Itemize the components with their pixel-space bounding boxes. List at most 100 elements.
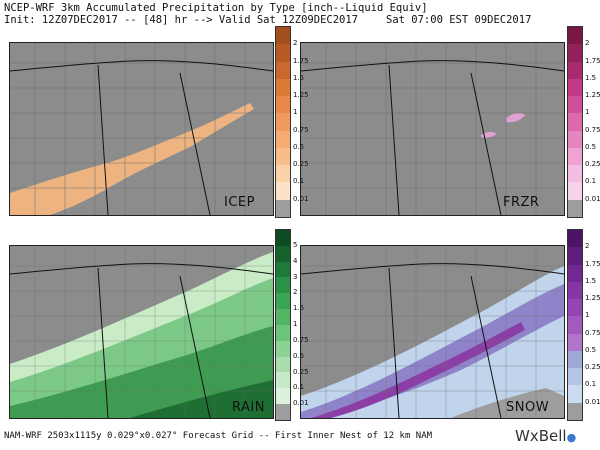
snow-colorbar-swatch: [568, 368, 582, 386]
snow-light: [301, 266, 564, 418]
frzr-colorbar-swatch: [568, 44, 582, 62]
rain-colorbar-swatch: [276, 356, 290, 373]
snow-colorbar-swatch: [568, 385, 582, 403]
rain-colorbar-tick: 0.01: [293, 399, 309, 408]
rain-very-heavy: [130, 380, 273, 418]
rain-label: RAIN: [232, 400, 265, 415]
frzr-colorbar-swatch: [568, 182, 582, 200]
rain-colorbar-tick: 3: [293, 272, 298, 281]
frzr-colorbar-tick: 0.75: [585, 125, 600, 134]
rain-colorbar-tick: 4: [293, 256, 298, 265]
icep-colorbar-tick: 0.75: [293, 125, 309, 134]
icep-colorbar-swatch: [276, 27, 290, 45]
rain-colorbar-swatch: [276, 372, 290, 389]
snow-colorbar-tick: 1.5: [585, 276, 597, 285]
frzr-colorbar-swatch: [568, 61, 582, 79]
frzr-colorbar-tick: 1.25: [585, 91, 600, 100]
footer-grid-info: NAM-WRF 2503x1115y 0.029°x0.027° Forecas…: [4, 431, 433, 441]
icep-colorbar: [275, 26, 291, 218]
rain-colorbar-swatch: [276, 340, 290, 357]
icep-colorbar-tick: 1.5: [293, 73, 305, 82]
rain-colorbar-tick: 5: [293, 240, 298, 249]
map-panel-icep: ICEP: [9, 42, 274, 216]
frzr-county-grid: [301, 43, 564, 215]
icep-colorbar-swatch: [276, 182, 290, 200]
frzr-state-borders: [301, 60, 564, 215]
header-valid-time: Sat 07:00 EST 09DEC2017: [386, 14, 532, 26]
snow-colorbar-tick: 0.75: [585, 328, 600, 337]
rain-colorbar-tick: 2: [293, 288, 298, 297]
rain-colorbar: [275, 229, 291, 421]
icep-precip-area: [10, 103, 254, 215]
rain-map: [10, 246, 273, 418]
icep-colorbar-tick: 0.25: [293, 160, 309, 169]
icep-colorbar-swatch: [276, 199, 290, 217]
frzr-colorbar: [567, 26, 583, 218]
snow-colorbar-tick: 2: [585, 242, 590, 251]
snow-colorbar-tick: 1: [585, 311, 590, 320]
frzr-colorbar-swatch: [568, 27, 582, 45]
frzr-colorbar-swatch: [568, 96, 582, 114]
header-line2: Init: 12Z07DEC2017 -- [48] hr --> Valid …: [4, 14, 359, 26]
icep-colorbar-tick: 1.75: [293, 56, 309, 65]
rain-colorbar-swatch: [276, 261, 290, 278]
snow-heavy: [311, 322, 525, 418]
snow-colorbar-swatch: [568, 247, 582, 265]
rain-colorbar-tick: 1.5: [293, 304, 305, 313]
icep-county-grid: [10, 43, 273, 215]
icep-colorbar-tick: 0.1: [293, 177, 305, 186]
rain-colorbar-swatch: [276, 404, 290, 420]
icep-colorbar-tick: 1.25: [293, 91, 309, 100]
snow-colorbar-tick: 0.5: [585, 345, 597, 354]
rain-colorbar-tick: 0.25: [293, 367, 309, 376]
frzr-colorbar-swatch: [568, 78, 582, 97]
rain-colorbar-swatch: [276, 309, 290, 325]
snow-colorbar-swatch: [568, 316, 582, 334]
rain-county-grid: [10, 246, 273, 418]
frzr-colorbar-tick: 0.25: [585, 160, 600, 169]
map-panel-rain: RAIN: [9, 245, 274, 419]
frzr-label: FRZR: [503, 195, 540, 210]
rain-colorbar-swatch: [276, 245, 290, 262]
snow-moderate: [301, 284, 564, 418]
icep-colorbar-swatch: [276, 130, 290, 148]
icep-colorbar-swatch: [276, 44, 290, 62]
icep-state-borders: [10, 60, 273, 215]
icep-colorbar-tick: 1: [293, 108, 298, 117]
frzr-colorbar-swatch: [568, 199, 582, 217]
snow-colorbar-swatch: [568, 402, 582, 420]
frzr-colorbar-tick: 0.5: [585, 142, 597, 151]
rain-colorbar-swatch: [276, 388, 290, 405]
rain-heavy: [10, 326, 273, 418]
snow-colorbar-tick: 0.1: [585, 380, 597, 389]
frzr-colorbar-tick: 0.01: [585, 194, 600, 203]
snow-colorbar: [567, 229, 583, 421]
frzr-colorbar-tick: 0.1: [585, 177, 597, 186]
frzr-colorbar-tick: 2: [585, 39, 590, 48]
snow-label: SNOW: [506, 400, 550, 415]
icep-colorbar-swatch: [276, 165, 290, 183]
snow-colorbar-swatch: [568, 299, 582, 317]
snow-colorbar-tick: 0.25: [585, 363, 600, 372]
rain-colorbar-tick: 1: [293, 320, 298, 328]
icep-colorbar-tick: 2: [293, 39, 298, 48]
rain-colorbar-tick: 0.75: [293, 335, 309, 344]
frzr-colorbar-swatch: [568, 113, 582, 131]
icep-colorbar-tick: 0.5: [293, 142, 305, 151]
snow-colorbar-tick: 1.75: [585, 259, 600, 268]
frzr-colorbar-tick: 1: [585, 108, 590, 117]
icep-colorbar-swatch: [276, 96, 290, 114]
snow-colorbar-swatch: [568, 350, 582, 369]
icep-colorbar-swatch: [276, 147, 290, 166]
frzr-colorbar-tick: 1.75: [585, 56, 600, 65]
rain-colorbar-tick: 0.1: [293, 383, 305, 392]
icep-colorbar-swatch: [276, 113, 290, 131]
snow-map: [301, 246, 564, 418]
rain-colorbar-tick: 0.5: [293, 351, 305, 360]
wxbell-logo: WxBell●: [515, 427, 576, 445]
frzr-colorbar-swatch: [568, 165, 582, 183]
snow-colorbar-swatch: [568, 264, 582, 282]
rain-colorbar-swatch: [276, 293, 290, 310]
frzr-colorbar-tick: 1.5: [585, 73, 597, 82]
snow-colorbar-swatch: [568, 230, 582, 248]
